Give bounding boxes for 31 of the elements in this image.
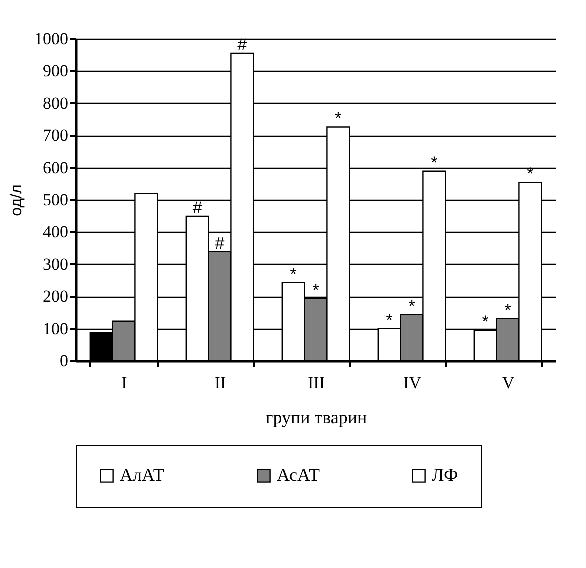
y-tick-label: 200 bbox=[43, 287, 68, 306]
y-tick-label: 700 bbox=[43, 126, 68, 146]
x-axis-title: групи тварин bbox=[266, 408, 368, 428]
annotation: * bbox=[312, 280, 320, 300]
x-tick-label: IV bbox=[404, 374, 422, 392]
annotation: * bbox=[290, 264, 298, 284]
y-tick-label: 800 bbox=[43, 94, 68, 113]
annotation: # bbox=[192, 198, 203, 218]
annotation: * bbox=[408, 296, 416, 316]
y-tick-label: 500 bbox=[43, 190, 68, 210]
x-tick-label: II bbox=[214, 374, 226, 392]
annotation: * bbox=[431, 153, 438, 172]
y-tick-label: 0 bbox=[60, 352, 68, 370]
annotation: * bbox=[386, 310, 394, 330]
y-tick-label: 400 bbox=[43, 222, 68, 242]
annotation: * bbox=[504, 300, 512, 320]
legend-label: АсАТ bbox=[277, 465, 320, 485]
y-tick-label: 1000 bbox=[34, 30, 68, 48]
annotation: * bbox=[335, 109, 342, 128]
x-tick-label: I bbox=[122, 374, 128, 392]
x-tick-label: III bbox=[308, 374, 326, 392]
annotation: # bbox=[215, 234, 226, 253]
y-tick-label: 900 bbox=[43, 62, 68, 81]
y-tick-label: 300 bbox=[43, 254, 68, 274]
y-tick-label: 600 bbox=[43, 158, 68, 178]
x-tick-label: V bbox=[502, 374, 516, 392]
legend-label: ЛФ bbox=[432, 465, 458, 485]
legend-label: АлАТ bbox=[120, 465, 164, 485]
annotation: * bbox=[482, 312, 490, 332]
y-axis-title: од/л bbox=[8, 184, 26, 216]
y-tick-label: 100 bbox=[43, 319, 68, 338]
